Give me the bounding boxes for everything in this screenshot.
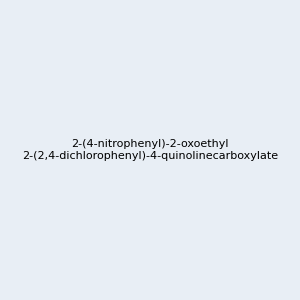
- Text: 2-(4-nitrophenyl)-2-oxoethyl 2-(2,4-dichlorophenyl)-4-quinolinecarboxylate: 2-(4-nitrophenyl)-2-oxoethyl 2-(2,4-dich…: [22, 139, 278, 161]
